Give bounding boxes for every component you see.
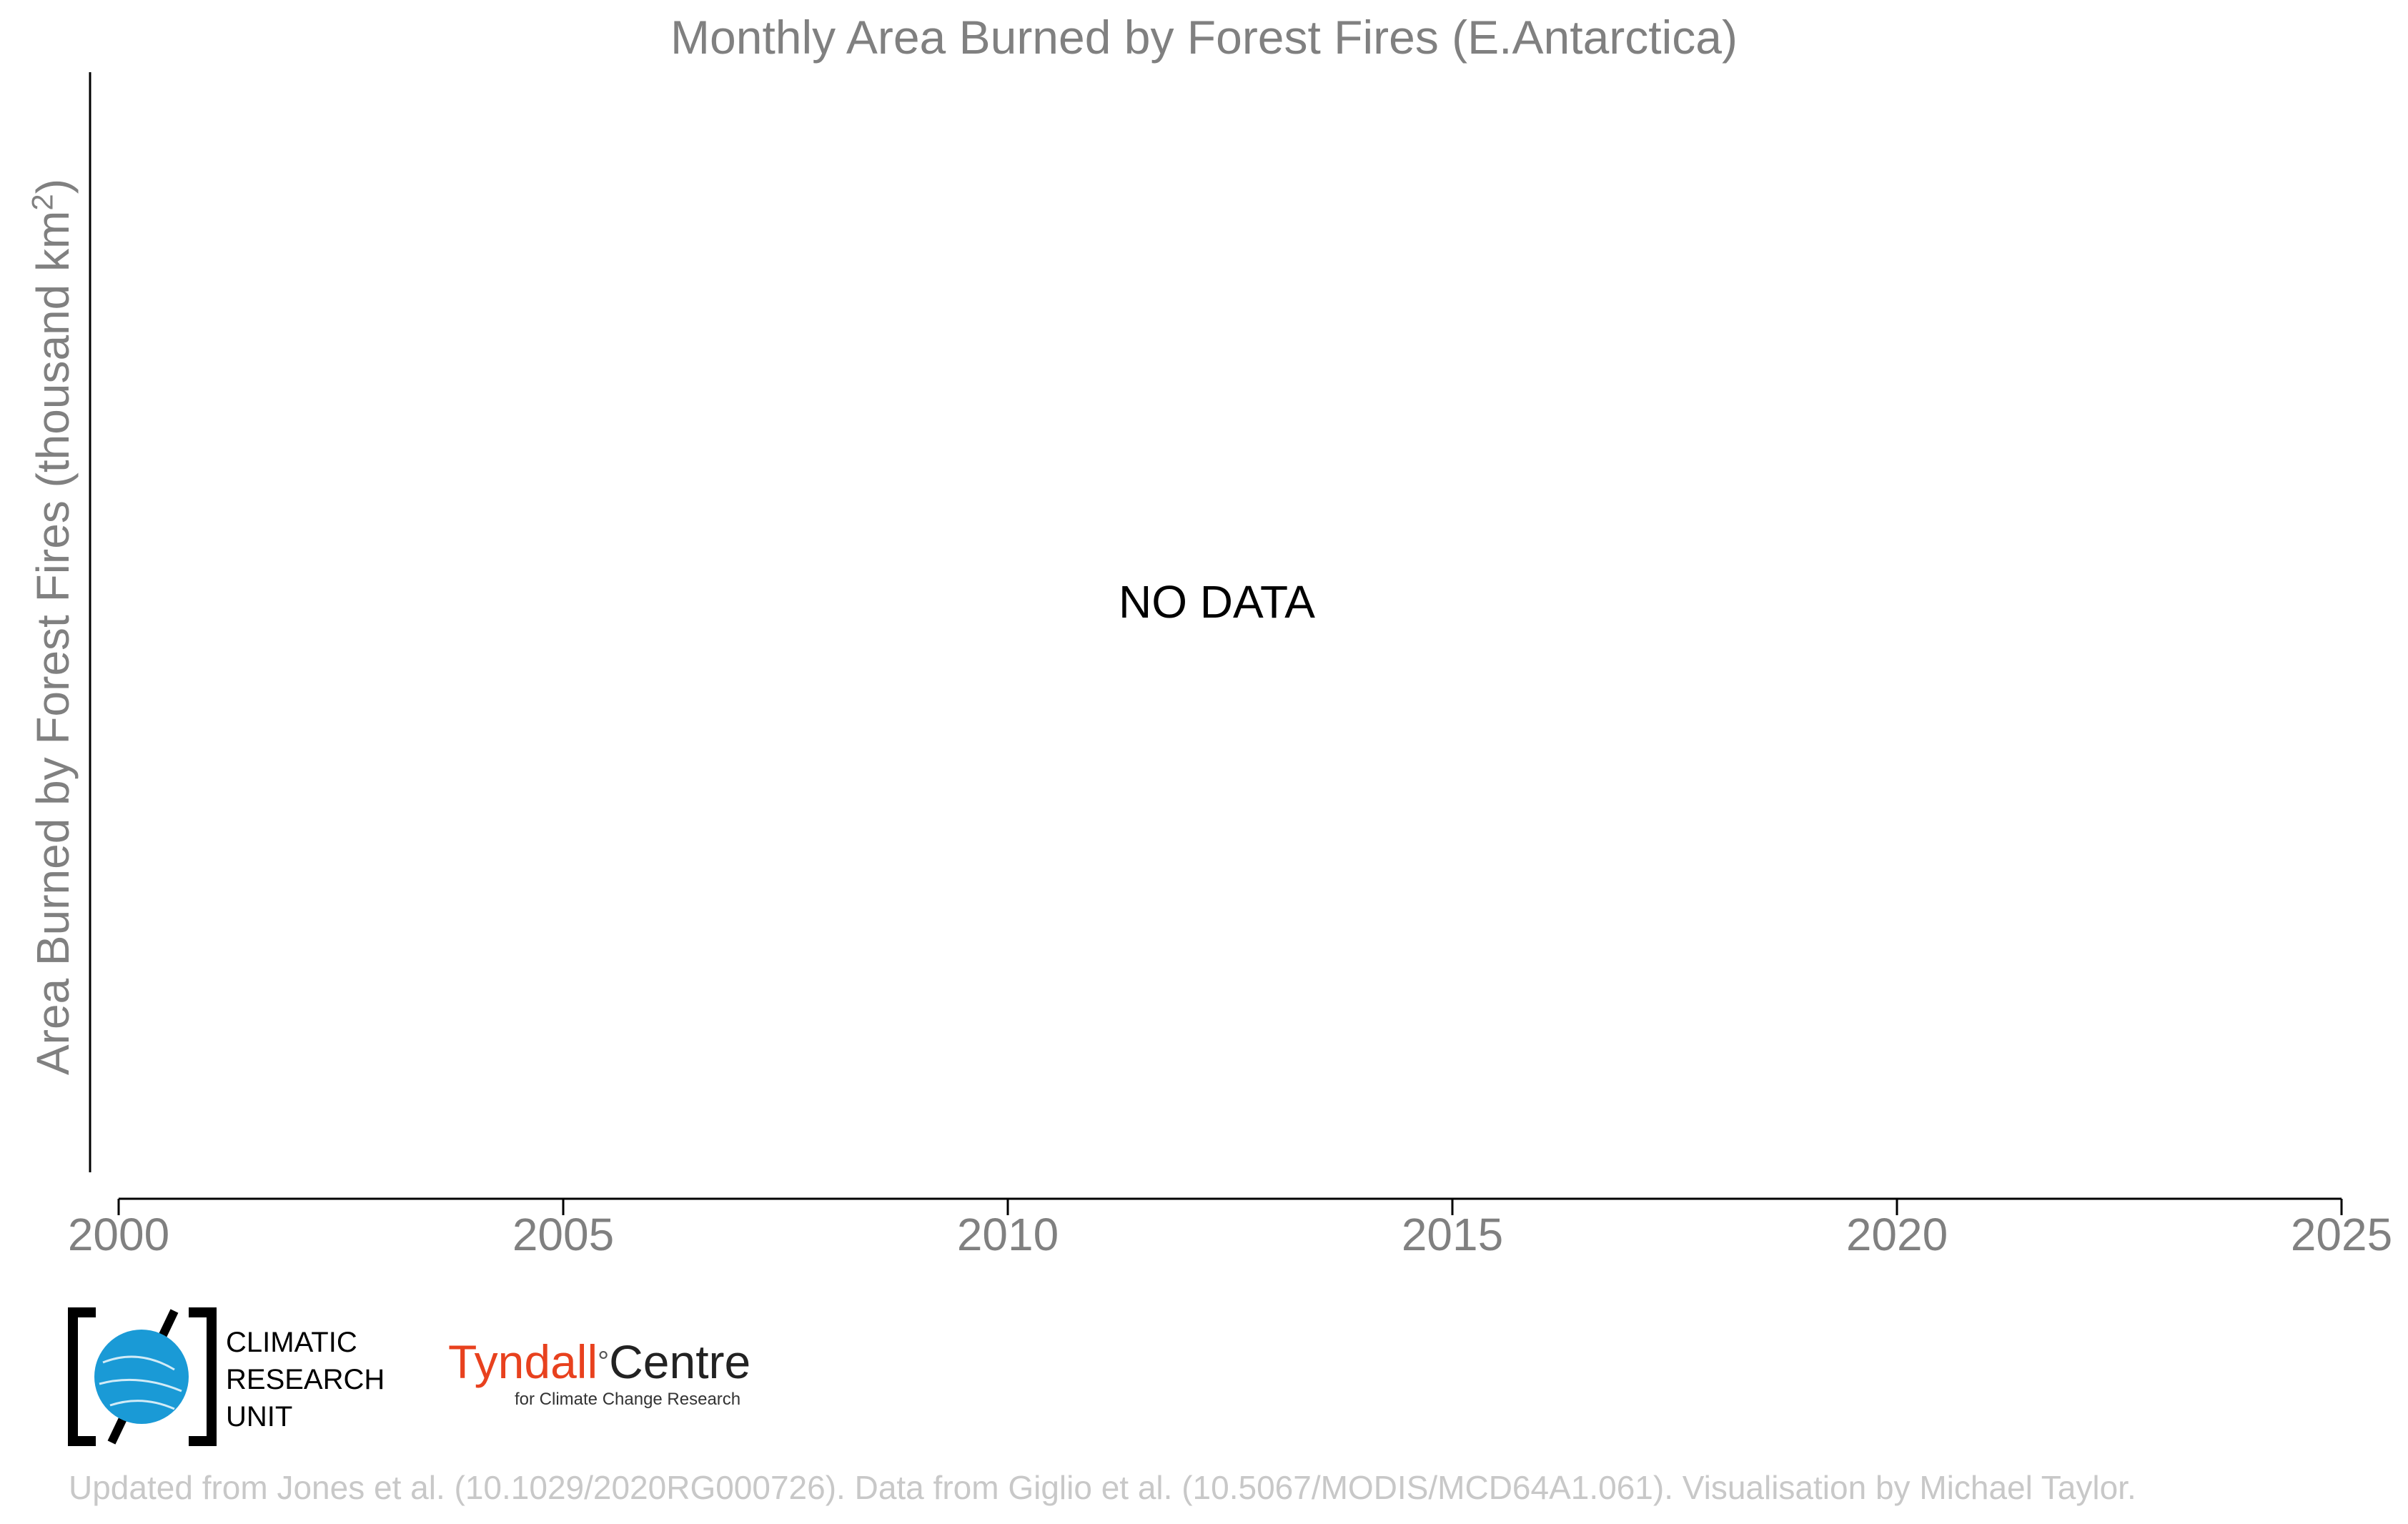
footer-credits: Updated from Jones et al. (10.1029/2020R… bbox=[69, 1469, 2136, 1506]
cru-line-2: RESEARCH bbox=[226, 1364, 385, 1395]
cru-logo-text: CLIMATIC RESEARCH UNIT bbox=[226, 1324, 385, 1435]
tyndall-logo: Tyndall°Centre bbox=[448, 1338, 750, 1385]
chart-title: Monthly Area Burned by Forest Fires (E.A… bbox=[670, 11, 1738, 64]
x-tick-label-2005: 2005 bbox=[512, 1209, 615, 1260]
tyndall-degree: ° bbox=[598, 1346, 610, 1377]
x-tick-label-2000: 2000 bbox=[67, 1209, 170, 1260]
tyndall-subtitle: for Climate Change Research bbox=[515, 1390, 741, 1409]
no-data-annotation: NO DATA bbox=[1119, 576, 1315, 628]
cru-logo bbox=[68, 1307, 217, 1446]
x-tick-label-2015: 2015 bbox=[1401, 1209, 1504, 1260]
x-tick-label-2010: 2010 bbox=[956, 1209, 1059, 1260]
tyndall-centre: Centre bbox=[609, 1335, 751, 1388]
cru-line-3: UNIT bbox=[226, 1401, 293, 1433]
cru-line-1: CLIMATIC bbox=[226, 1327, 357, 1358]
x-tick-label-2025: 2025 bbox=[2290, 1209, 2393, 1260]
x-tick-label-2020: 2020 bbox=[1845, 1209, 1948, 1260]
x-ticks bbox=[117, 1199, 2343, 1215]
tyndall-name: Tyndall bbox=[448, 1335, 598, 1388]
